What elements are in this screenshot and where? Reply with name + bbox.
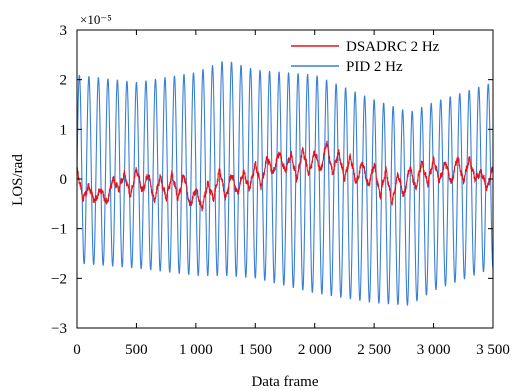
legend: DSADRC 2 Hz PID 2 Hz [291,39,440,75]
y-axis-label: LOS/rad [10,154,26,206]
y-multiplier-label: ×10⁻⁵ [80,12,112,27]
x-axis-label: Data frame [251,374,318,390]
y-tick-label: −3 [51,321,67,337]
x-tick-label: 1 000 [179,342,213,358]
legend-label-pid: PID 2 Hz [346,59,403,75]
y-tick-label: 3 [60,23,68,39]
x-tick-label: 3 000 [417,342,451,358]
x-tick-label: 2 500 [357,342,391,358]
x-tick-label: 2 000 [298,342,332,358]
x-tick-label: 500 [125,342,148,358]
series-line-dsadrc [77,140,493,212]
legend-label-dsadrc: DSADRC 2 Hz [346,39,440,55]
x-tick-label: 3 500 [476,342,510,358]
series-line-pid [77,61,493,306]
x-tick-label: 0 [73,342,81,358]
y-tick-label: 1 [60,122,68,138]
y-tick-label: 0 [60,172,68,188]
x-tick-label: 1 500 [238,342,272,358]
y-tick-label: 2 [60,73,68,89]
y-tick-label: −1 [51,222,67,238]
ticks-layer: 0 500 1 000 1 500 2 000 2 500 3 000 3 500 −3 −2 −1… [51,23,510,358]
y-tick-label: −2 [51,271,67,287]
series-layer [77,61,493,306]
